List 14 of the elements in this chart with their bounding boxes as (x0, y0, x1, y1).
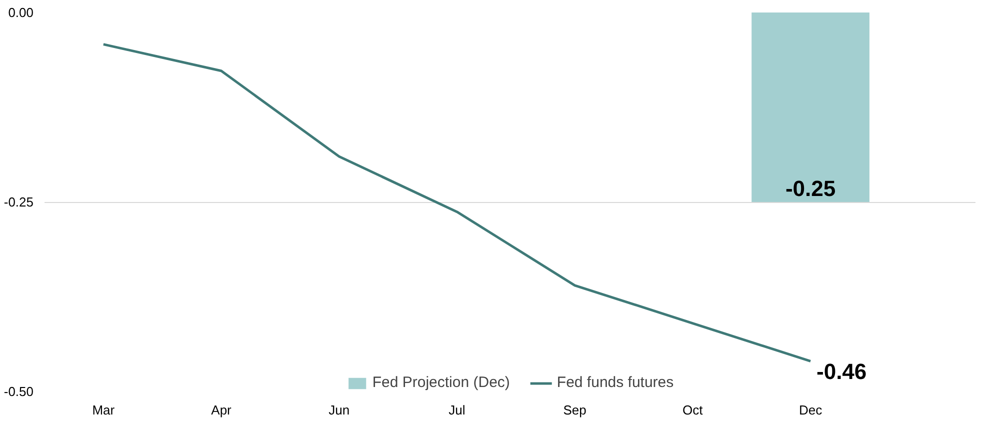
legend-label: Fed funds futures (556, 374, 674, 391)
x-tick-label: Oct (682, 402, 704, 418)
y-tick-label: -0.25 (4, 194, 34, 210)
x-tick-label: Dec (798, 402, 823, 418)
data-label: -0.46 (816, 359, 867, 384)
x-tick-label: Sep (563, 402, 586, 418)
data-label: -0.25 (785, 176, 836, 201)
x-tick-label: Jul (448, 402, 466, 418)
y-tick-label: -0.50 (4, 384, 34, 399)
y-tick-label: 0.00 (8, 5, 34, 20)
x-tick-label: Apr (211, 402, 232, 418)
legend-label: Fed Projection (Dec) (372, 374, 510, 391)
x-tick-label: Jun (328, 402, 350, 418)
x-tick-label: Mar (92, 402, 116, 418)
